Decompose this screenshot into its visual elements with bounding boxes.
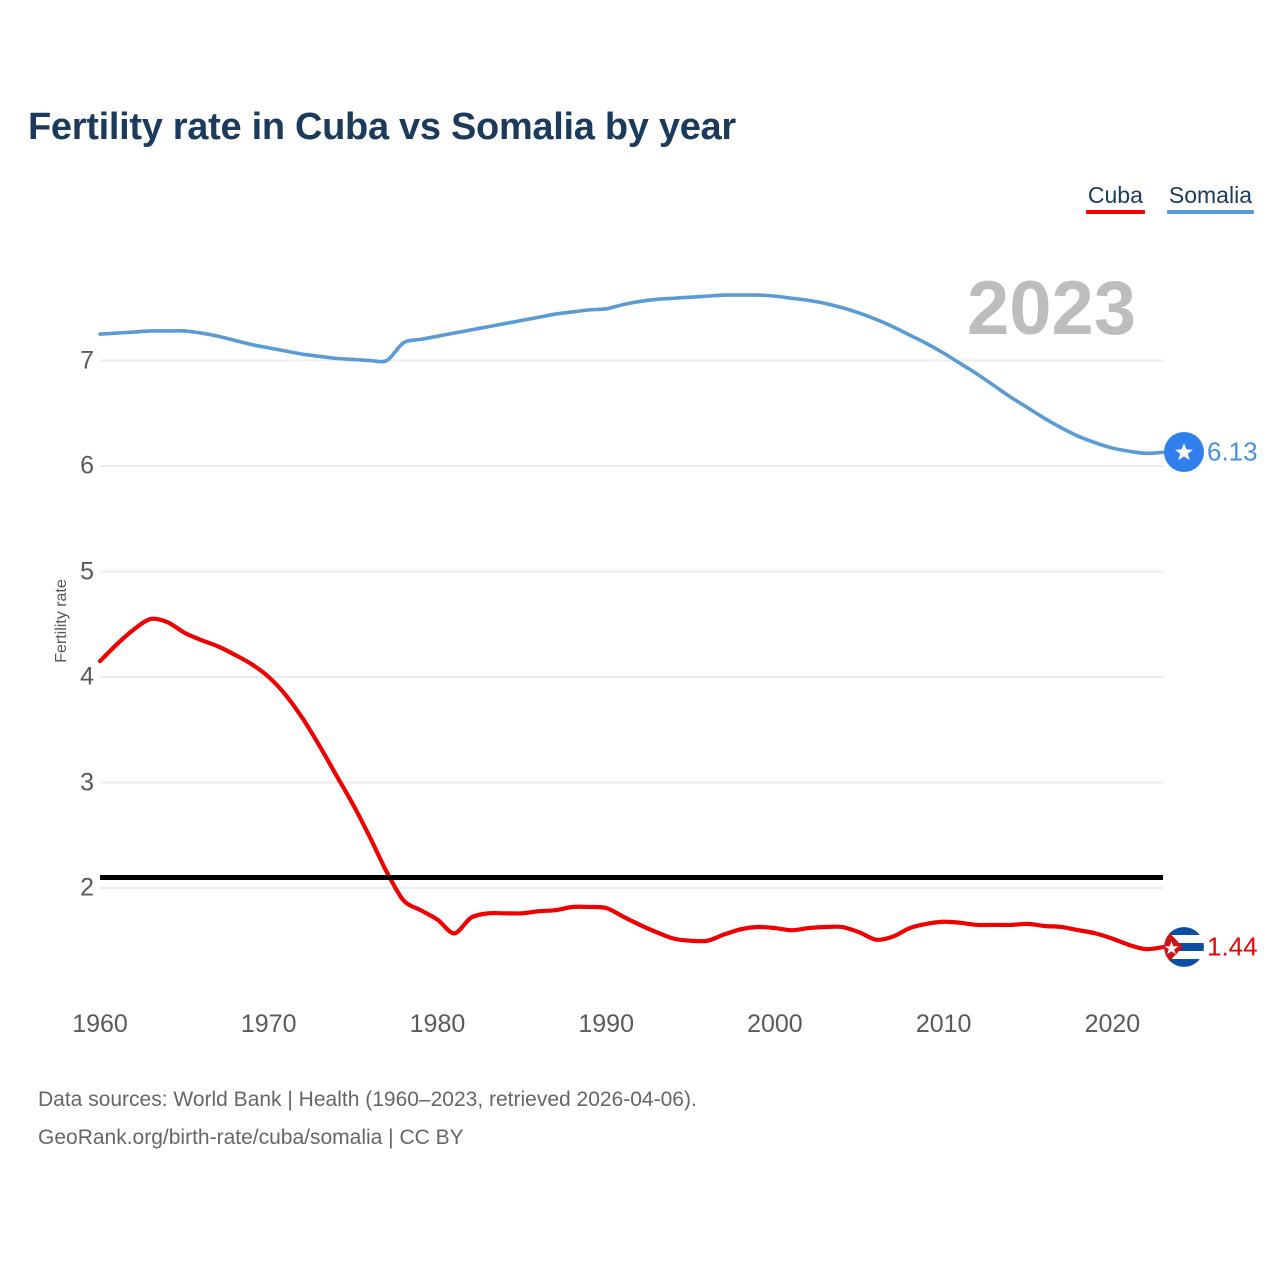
x-axis-tick-label: 1980 bbox=[409, 1010, 466, 1038]
y-axis-tick-label: 4 bbox=[80, 662, 94, 691]
footer-attribution: GeoRank.org/birth-rate/cuba/somalia | CC… bbox=[38, 1126, 464, 1149]
x-axis-tick-label: 2010 bbox=[915, 1010, 972, 1038]
legend-color-swatch-somalia bbox=[1166, 210, 1254, 215]
cuba-end-value: 1.44 bbox=[1207, 931, 1258, 962]
legend-label-cuba: Cuba bbox=[1087, 182, 1143, 208]
legend-item-somalia[interactable]: Somalia bbox=[1166, 182, 1254, 215]
y-axis-tick-label: 2 bbox=[80, 873, 94, 902]
x-axis-tick-label: 2020 bbox=[1084, 1010, 1141, 1038]
x-axis-tick-label: 1960 bbox=[72, 1010, 128, 1038]
cuba-flag-icon bbox=[1164, 927, 1204, 968]
page-title: Fertility rate in Cuba vs Somalia by yea… bbox=[28, 106, 736, 148]
legend-item-cuba[interactable]: Cuba bbox=[1085, 182, 1145, 215]
y-axis-tick-label: 5 bbox=[80, 557, 94, 585]
series-line-somalia bbox=[98, 293, 1165, 456]
cuba-flag-glyph bbox=[1164, 927, 1204, 968]
x-axis-tick-label: 2000 bbox=[747, 1010, 803, 1038]
y-axis-tick-label: 3 bbox=[80, 768, 94, 796]
footer-data-sources: Data sources: World Bank | Health (1960–… bbox=[38, 1088, 697, 1111]
y-axis-tick-label: 7 bbox=[80, 346, 94, 374]
y-axis-tick-label: 6 bbox=[80, 451, 94, 480]
series-line-cuba bbox=[97, 616, 1166, 952]
legend-label-somalia: Somalia bbox=[1168, 182, 1252, 208]
somalia-end-value: 6.13 bbox=[1207, 436, 1258, 467]
x-axis-tick-label: 1990 bbox=[578, 1010, 634, 1038]
somalia-flag-star-icon bbox=[1164, 432, 1204, 473]
chart-legend: Cuba Somalia bbox=[1085, 182, 1254, 215]
star-glyph bbox=[1175, 443, 1193, 461]
year-watermark: 2023 bbox=[967, 266, 1137, 351]
x-axis-tick-label: 1970 bbox=[240, 1010, 297, 1038]
legend-color-swatch-cuba bbox=[1085, 210, 1145, 215]
